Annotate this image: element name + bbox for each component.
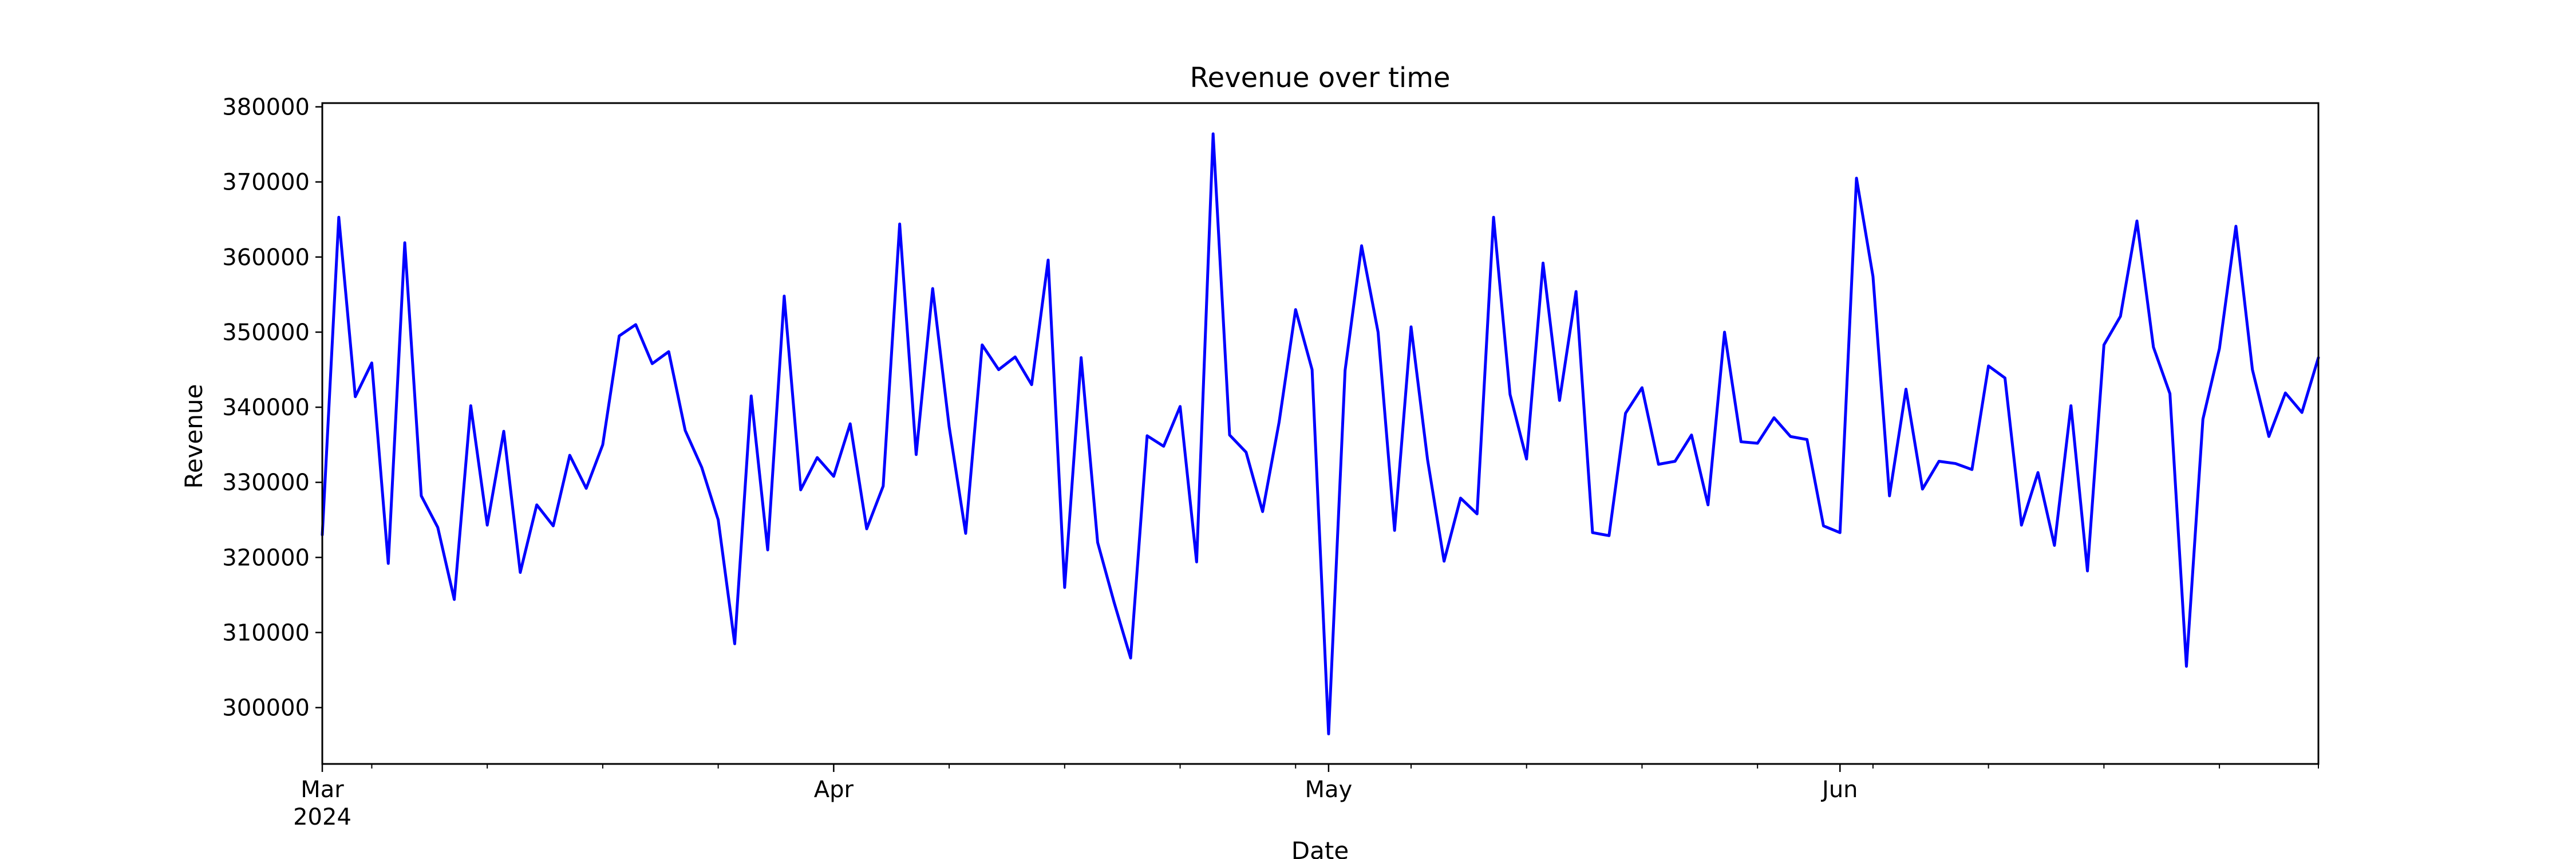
y-tick-label: 340000 [222, 395, 310, 421]
plot-area-frame [321, 102, 2320, 765]
y-tick-label: 380000 [222, 94, 310, 121]
y-axis-ticks: 300000 310000 320000 330000 340000 350000 3600… [222, 94, 322, 722]
revenue-series-line [321, 132, 2320, 736]
y-tick-label: 350000 [222, 320, 310, 346]
y-tick-label: 330000 [222, 470, 310, 496]
x-tick-label: Jun [1820, 777, 1858, 803]
x-tick-label: May [1305, 777, 1353, 803]
x-tick-label: Mar [301, 777, 344, 803]
chart-title: Revenue over time [1190, 62, 1450, 94]
y-tick-label: 310000 [222, 620, 310, 647]
x-axis-label: Date [1291, 837, 1349, 859]
x-tick-label: Apr [814, 777, 854, 803]
series-layer [321, 132, 2320, 736]
y-tick-label: 360000 [222, 245, 310, 271]
y-axis-label: Revenue [180, 384, 208, 489]
y-tick-label: 370000 [222, 170, 310, 196]
y-tick-label: 300000 [222, 695, 310, 722]
x-tick-year-label: 2024 [293, 804, 351, 830]
y-tick-label: 320000 [222, 545, 310, 571]
